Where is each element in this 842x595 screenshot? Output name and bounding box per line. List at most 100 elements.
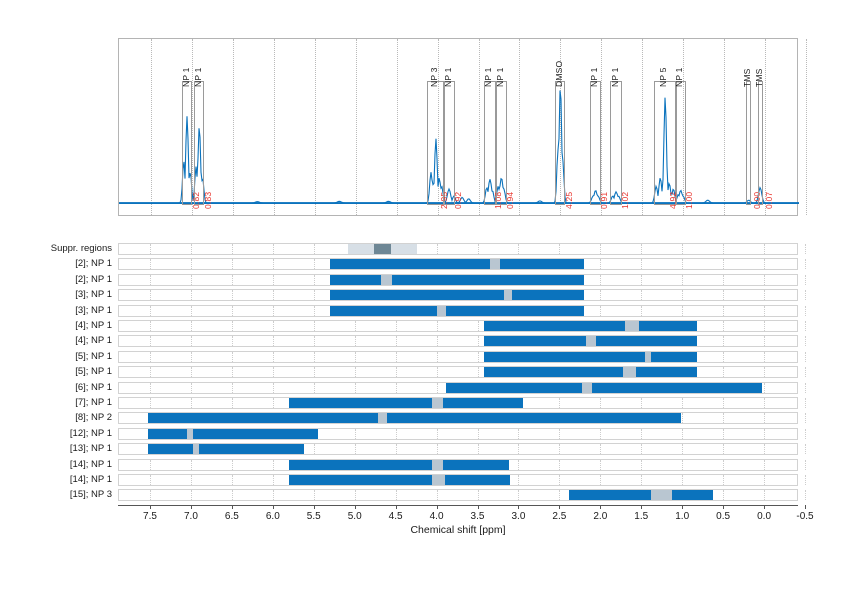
range-row-tick (395, 367, 397, 378)
range-row[interactable] (118, 443, 806, 456)
range-row-tick (600, 290, 602, 301)
range-row[interactable] (118, 273, 806, 286)
range-row[interactable] (118, 320, 806, 332)
range-row[interactable] (118, 350, 806, 363)
range-row-tick (559, 444, 561, 455)
range-row-tick (313, 305, 315, 316)
range-segment (484, 321, 625, 331)
peak-integration-box[interactable] (589, 81, 602, 205)
peak-integral-value: 0.91 (599, 191, 610, 209)
range-row-tick (313, 490, 315, 501)
peak-integration-box[interactable] (757, 81, 763, 205)
range-row-tick (272, 244, 274, 254)
range-row[interactable] (118, 243, 806, 255)
range-row-tick (723, 321, 725, 331)
peak-integral-value: 1.00 (684, 191, 695, 209)
range-row-tick (313, 336, 315, 347)
range-row-label: [5]; NP 1 (75, 350, 112, 362)
peak-integration-box[interactable] (443, 81, 455, 205)
range-row[interactable] (118, 458, 806, 471)
range-row-tick (190, 290, 192, 301)
range-row[interactable] (118, 304, 806, 317)
range-segment (672, 490, 714, 501)
range-row-tick (395, 382, 397, 393)
peak-integration-box[interactable] (182, 81, 192, 205)
range-row-tick (764, 398, 766, 408)
range-row-tick (150, 290, 151, 301)
range-row-tick (436, 244, 438, 254)
range-row-tick (682, 244, 684, 254)
range-row-tick (313, 444, 315, 455)
range-row-tick (805, 475, 806, 485)
range-segment (592, 382, 763, 393)
spectrum-gridline (765, 39, 767, 215)
axis-tick (190, 505, 192, 509)
range-row-tick (477, 351, 479, 362)
range-row-tick (723, 351, 725, 362)
range-row[interactable] (118, 397, 806, 409)
peak-integration-box[interactable] (495, 81, 508, 205)
range-row-tick (764, 413, 766, 424)
range-row-label: [2]; NP 1 (75, 273, 112, 285)
range-row-tick (641, 428, 643, 439)
range-row-tick (641, 274, 643, 285)
axis-tick-label: 3.5 (470, 511, 485, 522)
peak-integration-box[interactable] (194, 81, 205, 205)
range-row[interactable] (118, 366, 806, 379)
range-row-label: [7]; NP 1 (75, 397, 112, 408)
range-row-tick (764, 490, 766, 501)
range-row-tick (600, 305, 602, 316)
range-row-tick (805, 321, 806, 331)
range-gap (623, 367, 636, 378)
range-row[interactable] (118, 289, 806, 302)
axis-tick-label: 7.5 (143, 511, 157, 522)
peak-integration-box[interactable] (426, 81, 445, 205)
range-gap (651, 490, 673, 501)
range-row-tick (150, 259, 151, 270)
range-row-tick (682, 274, 684, 285)
peak-integration-box[interactable] (484, 81, 496, 205)
range-row-label: [13]; NP 1 (69, 443, 112, 455)
range-row-tick (764, 259, 766, 270)
range-row[interactable] (118, 412, 806, 425)
range-row[interactable] (118, 381, 806, 394)
range-segment (569, 490, 652, 501)
peak-integral-value: 0.07 (763, 191, 774, 209)
range-row-tick (600, 459, 602, 470)
range-row[interactable] (118, 335, 806, 348)
range-row-tick (641, 475, 643, 485)
peak-integration-box[interactable] (653, 81, 676, 205)
range-row-label: [8]; NP 2 (75, 412, 112, 424)
range-row[interactable] (118, 258, 806, 271)
range-row-tick (150, 244, 151, 254)
range-row-tick (723, 305, 725, 316)
range-row-tick (600, 398, 602, 408)
range-row-tick (231, 259, 233, 270)
range-row-tick (395, 428, 397, 439)
range-row-tick (354, 367, 356, 378)
range-row-tick (231, 305, 233, 316)
peak-integration-box[interactable] (555, 81, 566, 205)
peak-integration-box[interactable] (610, 81, 622, 205)
peak-label: NP 3 (429, 67, 440, 87)
axis-tick (600, 505, 602, 509)
range-row-tick (723, 274, 725, 285)
range-gap (645, 351, 652, 362)
range-row[interactable] (118, 427, 806, 440)
range-row-tick (272, 398, 274, 408)
range-gap (432, 475, 445, 485)
peak-integration-box[interactable] (746, 81, 752, 205)
range-row-tick (723, 490, 725, 501)
range-row-tick (436, 382, 438, 393)
axis-tick (150, 505, 151, 509)
range-row-tick (805, 382, 806, 393)
range-row-tick (641, 244, 643, 254)
range-row-tick (723, 259, 725, 270)
range-row-tick (395, 444, 397, 455)
range-row[interactable] (118, 489, 806, 502)
peak-integration-box[interactable] (675, 81, 686, 205)
range-row-tick (641, 444, 643, 455)
range-row[interactable] (118, 474, 806, 486)
suppression-band (347, 244, 374, 254)
range-row-tick (150, 382, 151, 393)
